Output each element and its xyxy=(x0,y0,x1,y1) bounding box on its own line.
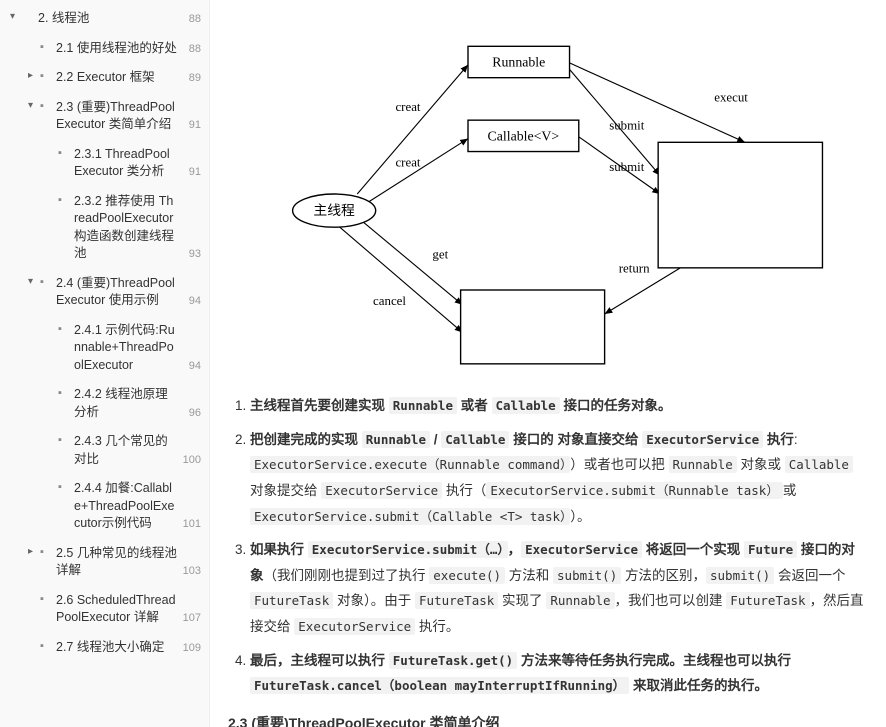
explanation-item: 把创建完成的实现 Runnable / Callable 接口的 对象直接交给 … xyxy=(250,427,868,530)
bookmark-icon: ▪ xyxy=(40,545,52,560)
toc-item[interactable]: ▪ 2.4.1 示例代码:Runnable+ThreadPoolExecutor9… xyxy=(0,316,209,381)
toc-label: 2.4.1 示例代码:Runnable+ThreadPoolExecutor xyxy=(74,322,203,375)
toc-page: 94 xyxy=(189,294,201,309)
toc-page: 88 xyxy=(189,42,201,57)
svg-text:execut: execut xyxy=(714,90,748,105)
expand-icon: ▸ xyxy=(28,545,38,559)
toc-page: 101 xyxy=(183,517,201,532)
main-content: creat creat get cancel execut submit submit ret… xyxy=(210,0,886,727)
svg-text:submit: submit xyxy=(609,117,645,132)
bookmark-icon: ▪ xyxy=(40,639,52,654)
bookmark-icon: ▪ xyxy=(58,322,70,337)
toc-item[interactable]: ▪2.4.4 加餐:Callable+ThreadPoolExecutor示例代… xyxy=(0,474,209,539)
toc-label: 2.7 线程池大小确定 xyxy=(56,639,203,657)
toc-item[interactable]: ▾▪ 2.4 (重要)ThreadPoolExecutor 使用示例94 xyxy=(0,269,209,316)
toc-item[interactable]: ▪ 2.1 使用线程池的好处88 xyxy=(0,34,209,64)
bookmark-icon: ▪ xyxy=(40,99,52,114)
toc-label: 2.1 使用线程池的好处 xyxy=(56,40,203,58)
svg-text:主线程: 主线程 xyxy=(313,202,355,218)
svg-text:Runnable: Runnable xyxy=(492,55,545,70)
svg-text:get: get xyxy=(432,247,448,262)
explanation-list: 主线程首先要创建实现 Runnable 或者 Callable 接口的任务对象。… xyxy=(228,393,868,699)
toc-page: 103 xyxy=(183,564,201,579)
toc-page: 109 xyxy=(183,641,201,656)
toc-sidebar: ▾2. 线程池88▪2.1 使用线程池的好处88▸▪2.2 Executor 框… xyxy=(0,0,210,727)
bookmark-icon: ▪ xyxy=(40,40,52,55)
svg-text:creat: creat xyxy=(395,99,420,114)
toc-item[interactable]: ▾▪ 2.3 (重要)ThreadPoolExecutor 类简单介绍91 xyxy=(0,93,209,140)
svg-text:return: return xyxy=(619,260,650,275)
toc-item[interactable]: ▸▪ 2.2 Executor 框架89 xyxy=(0,63,209,93)
bookmark-icon: ▪ xyxy=(58,193,70,208)
expand-icon: ▾ xyxy=(10,10,20,24)
toc-label: 2.3.2 推荐使用 ThreadPoolExecutor 构造函数创建线程池 xyxy=(74,193,203,263)
toc-page: 94 xyxy=(189,359,201,374)
toc-item[interactable]: ▪ 2.7 线程池大小确定109 xyxy=(0,633,209,663)
toc-page: 91 xyxy=(189,165,201,180)
toc-page: 100 xyxy=(183,453,201,468)
toc-item[interactable]: ▪ 2.3.2 推荐使用 ThreadPoolExecutor 构造函数创建线程池… xyxy=(0,187,209,269)
bookmark-icon: ▪ xyxy=(58,146,70,161)
toc-item[interactable]: ▪ 2.4.2 线程池原理分析96 xyxy=(0,380,209,427)
toc-page: 88 xyxy=(189,12,201,27)
toc-item[interactable]: ▾ 2. 线程池88 xyxy=(0,4,209,34)
toc-label: 2.4 (重要)ThreadPoolExecutor 使用示例 xyxy=(56,275,203,310)
bookmark-icon: ▪ xyxy=(40,275,52,290)
toc-page: 96 xyxy=(189,406,201,421)
explanation-item: 最后，主线程可以执行 FutureTask.get() 方法来等待任务执行完成。… xyxy=(250,648,868,699)
expand-icon: ▾ xyxy=(28,99,38,113)
bookmark-icon: ▪ xyxy=(40,592,52,607)
section-title: 2.3 (重要)ThreadPoolExecutor 类简单介绍 xyxy=(228,713,868,727)
svg-text:cancel: cancel xyxy=(373,293,406,308)
explanation-item: 主线程首先要创建实现 Runnable 或者 Callable 接口的任务对象。 xyxy=(250,393,868,419)
toc-page: 89 xyxy=(189,71,201,86)
toc-label: 2.3.1 ThreadPoolExecutor 类分析 xyxy=(74,146,203,181)
toc-page: 93 xyxy=(189,247,201,262)
toc-label: 2.4.2 线程池原理分析 xyxy=(74,386,203,421)
expand-icon: ▸ xyxy=(28,69,38,83)
toc-label: 2.3 (重要)ThreadPoolExecutor 类简单介绍 xyxy=(56,99,203,134)
toc-label: 2.6 ScheduledThreadPoolExecutor 详解 xyxy=(56,592,203,627)
bookmark-icon: ▪ xyxy=(58,433,70,448)
diagram-container: creat creat get cancel execut submit submit ret… xyxy=(228,14,868,377)
toc-item[interactable]: ▪ 2.6 ScheduledThreadPoolExecutor 详解107 xyxy=(0,586,209,633)
bookmark-icon: ▪ xyxy=(58,480,70,495)
executor-diagram: creat creat get cancel execut submit submit ret… xyxy=(228,14,828,374)
toc-item[interactable]: ▪ 2.3.1 ThreadPoolExecutor 类分析91 xyxy=(0,140,209,187)
expand-icon: ▾ xyxy=(28,275,38,289)
bookmark-icon: ▪ xyxy=(40,69,52,84)
toc-item[interactable]: ▸▪ 2.5 几种常见的线程池详解103 xyxy=(0,539,209,586)
svg-text:Callable<V>: Callable<V> xyxy=(488,128,560,143)
bookmark-icon: ▪ xyxy=(58,386,70,401)
explanation-item: 如果执行 ExecutorService.submit（…），ExecutorS… xyxy=(250,537,868,640)
toc-label: 2. 线程池 xyxy=(38,10,203,28)
toc-item[interactable]: ▪2.4.3 几个常见的对比100 xyxy=(0,427,209,474)
svg-text:submit: submit xyxy=(609,159,645,174)
toc-page: 91 xyxy=(189,118,201,133)
svg-text:creat: creat xyxy=(395,154,420,169)
toc-page: 107 xyxy=(183,611,201,626)
toc-label: 2.5 几种常见的线程池详解 xyxy=(56,545,203,580)
toc-label: 2.2 Executor 框架 xyxy=(56,69,203,87)
